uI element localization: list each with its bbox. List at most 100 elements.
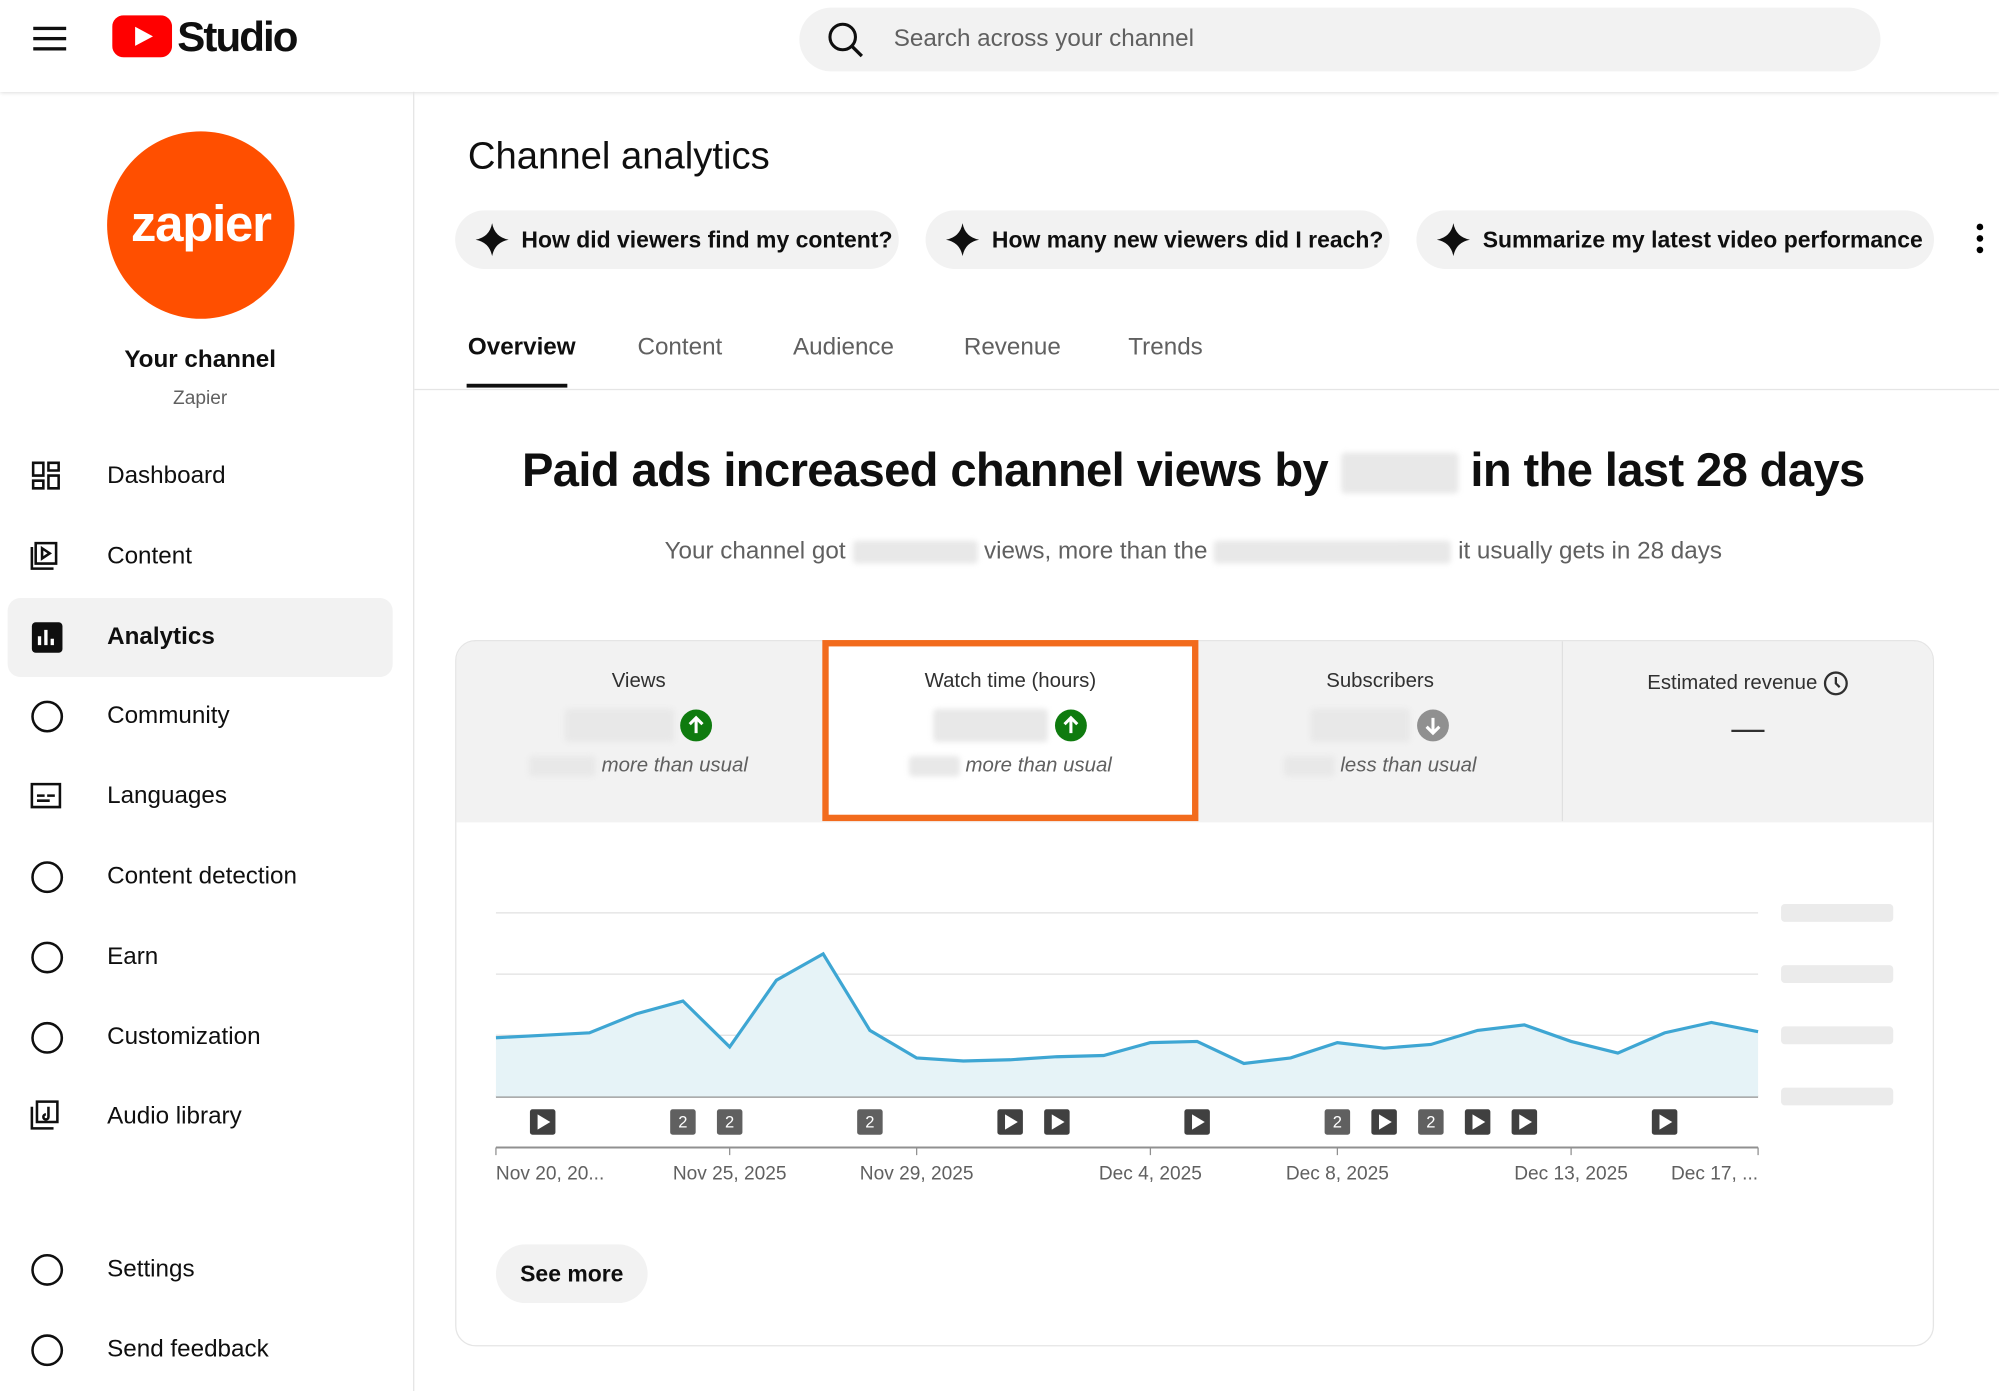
tab-indicator [466,383,568,388]
subtitle-text: Your channel got [664,538,846,565]
event-label: 2 [1426,1113,1435,1132]
subtitle-text: views, more than the [983,538,1208,565]
video-icon [1379,1114,1392,1130]
prompt-chip[interactable]: How did viewers find my content? [455,210,899,270]
nav-icon [31,1021,64,1054]
event-marker [857,1109,883,1135]
video-icon [1519,1114,1533,1130]
metric[interactable]: Estimated revenue — [1563,640,1933,821]
tab[interactable]: Overview [467,334,576,361]
avatar[interactable]: zapier [107,131,295,319]
metric-label: Watch time (hours) [924,670,1097,693]
tab[interactable]: Content [637,334,723,361]
nav-icon [31,861,64,894]
headline: Paid ads increased channel views by in t… [414,444,1972,498]
prompt-text: Summarize my latest video performance [1482,226,1923,252]
nav-item[interactable]: Send feedback [107,1336,269,1363]
x-tick-label: Dec 13, 2025 [1514,1163,1628,1184]
headline-text: in the last 28 days [1470,443,1865,496]
search-box[interactable] [799,7,1881,72]
channel-title: Your channel [124,346,276,374]
event-label: 2 [678,1113,687,1132]
x-tick-label: Nov 29, 2025 [860,1163,974,1184]
search-icon [828,22,864,58]
nav-icon [31,701,64,733]
blurred-tick-label [1781,1026,1894,1045]
event-marker [1418,1109,1444,1135]
metric-note: more than usual [601,754,748,777]
event-marker [716,1109,743,1135]
nav-item[interactable]: Community [107,703,230,730]
nav-icon [31,1253,64,1286]
nav-item[interactable]: Customization [107,1023,261,1051]
headline-text: Paid ads increased channel views by [521,443,1329,496]
channel-name: Zapier [173,387,228,410]
line-chart: Nov 20, 20... 2 Nov 25, 2025 2 2 Nov 29, 2025… [495,903,1894,1184]
nav-item[interactable]: Earn [107,943,159,971]
tab[interactable]: Trends [1128,334,1203,361]
video-icon [1192,1114,1205,1130]
metric-divider [1561,641,1564,822]
more-button[interactable] [1974,222,1987,255]
video-icon [1472,1114,1486,1130]
prompt-text: How did viewers find my content? [521,226,893,252]
see-more-button[interactable]: See more [495,1244,648,1304]
metric-value: — [1731,708,1765,748]
metric[interactable]: Subscribers less than usual [1198,640,1561,821]
metric-note: less than usual [1340,754,1477,777]
tab[interactable]: Audience [792,334,895,361]
video-icon [537,1114,551,1130]
x-tick-label: Dec 17, ... [1671,1163,1758,1184]
nav-icon [31,461,60,490]
nav-item[interactable]: Dashboard [107,462,226,490]
nav-item[interactable]: Settings [107,1255,195,1283]
event-marker [1324,1109,1351,1135]
event-label: 2 [1333,1113,1342,1132]
prompt-text: How many new viewers did I reach? [991,226,1384,252]
nav-icon [31,621,63,653]
event-label: 2 [725,1113,734,1132]
line [495,951,1759,1066]
metric[interactable]: Views more than usual [455,640,822,821]
tab[interactable]: Revenue [963,334,1061,361]
prompt-chip[interactable]: How many new viewers did I reach? [925,210,1390,270]
x-tick-label: Nov 20, 20... [496,1163,604,1184]
blurred-tick-label [1781,965,1894,984]
event-label: 2 [865,1113,874,1132]
subtitle-text: it usually gets in 28 days [1458,538,1722,565]
video-icon [1051,1114,1065,1130]
youtube-logo[interactable] [112,15,173,58]
nav-active-bg [7,597,393,678]
nav-item[interactable]: Audio library [107,1103,242,1131]
tabs-divider [414,388,1999,391]
nav-item[interactable]: Analytics [107,622,215,650]
metric-label: Subscribers [1326,670,1434,693]
page-title: Channel analytics [467,135,770,178]
video-icon [1659,1114,1673,1130]
nav-icon [30,783,62,809]
metric-label: Views [611,670,666,693]
video-icon [1005,1114,1018,1130]
subtitle: Your channel got views, more than the it… [414,538,1972,566]
search-placeholder: Search across your channel [893,25,1194,53]
blurred-tick-label [1781,903,1894,922]
metric-label: Estimated revenue [1647,672,1818,694]
sidebar-divider [413,91,415,1391]
x-tick-label: Dec 8, 2025 [1286,1163,1389,1184]
x-tick-label: Nov 25, 2025 [673,1163,787,1184]
prompt-chip[interactable]: Summarize my latest video performance [1416,210,1935,270]
metric-note: more than usual [965,754,1112,777]
nav-icon [31,941,64,974]
menu-button[interactable] [33,24,67,52]
nav-item[interactable]: Languages [107,783,227,810]
event-marker [670,1109,696,1135]
nav-icon [30,1100,59,1131]
nav-item[interactable]: Content [107,542,192,570]
metric-selected[interactable]: Watch time (hours) more than usual [822,640,1199,822]
nav-icon [30,541,58,570]
x-tick-label: Dec 4, 2025 [1099,1163,1202,1184]
nav-item[interactable]: Content detection [107,863,297,890]
logo-text: Studio [177,12,298,60]
nav-icon [31,1334,64,1367]
